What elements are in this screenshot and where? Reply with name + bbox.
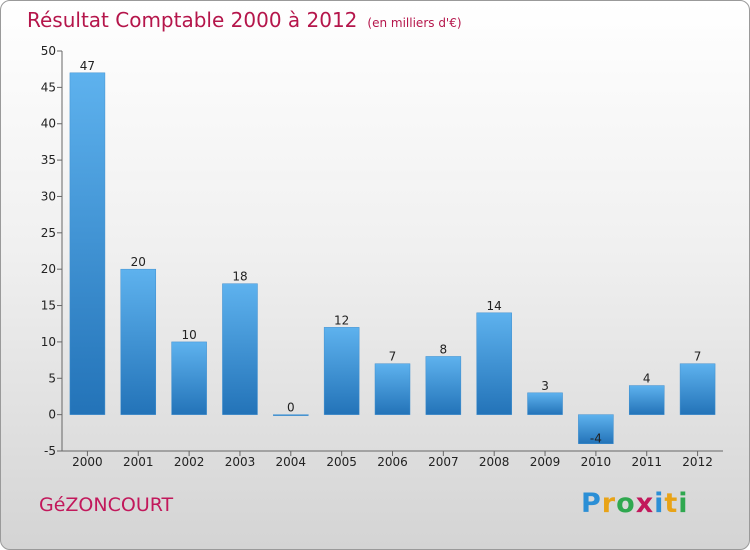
- y-tick-label: -5: [44, 444, 56, 458]
- bar-value-label: 7: [694, 350, 702, 364]
- logo-letter: r: [601, 488, 617, 519]
- bar-2001: [120, 268, 157, 415]
- y-tick-label: 45: [41, 80, 56, 94]
- logo-letter: i: [678, 488, 689, 519]
- logo-letter: x: [635, 488, 655, 519]
- x-tick-label: 2000: [72, 455, 103, 469]
- bar-2006: [374, 363, 411, 415]
- y-tick-label: 5: [48, 371, 56, 385]
- bar-2007: [425, 356, 462, 415]
- logo-letter: i: [654, 488, 665, 519]
- bar-2011: [628, 385, 665, 415]
- bar-2010: [578, 414, 614, 444]
- bar-2009: [527, 392, 563, 415]
- y-tick-label: 0: [48, 408, 56, 422]
- chart-title-text: Résultat Comptable 2000 à 2012: [27, 8, 358, 32]
- y-tick-label: 15: [41, 299, 56, 313]
- x-tick-label: 2010: [581, 455, 612, 469]
- x-tick-label: 2004: [276, 455, 307, 469]
- y-tick-label: 20: [41, 262, 56, 276]
- logo-letter: P: [581, 488, 602, 519]
- x-tick-label: 2012: [682, 455, 713, 469]
- x-tick-label: 2008: [479, 455, 510, 469]
- bar-value-label: 47: [80, 59, 95, 73]
- x-tick-label: 2009: [530, 455, 561, 469]
- y-tick-label: 35: [41, 153, 56, 167]
- bar-value-label: 20: [131, 255, 146, 269]
- bar-value-label: 3: [541, 379, 549, 393]
- bar-value-label: 12: [334, 313, 349, 327]
- bar-2012: [679, 363, 716, 415]
- bar-value-label: 10: [181, 328, 196, 342]
- bar-2005: [323, 327, 360, 415]
- y-tick-label: 30: [41, 189, 56, 203]
- y-tick-label: 25: [41, 226, 56, 240]
- bar-value-label: 4: [643, 372, 651, 386]
- bar-value-label: 18: [232, 270, 247, 284]
- bar-value-label: 7: [389, 350, 397, 364]
- x-tick-label: 2002: [174, 455, 205, 469]
- y-tick-label: 40: [41, 117, 56, 131]
- bar-2004: [273, 414, 309, 416]
- x-tick-label: 2001: [123, 455, 154, 469]
- x-tick-label: 2005: [326, 455, 357, 469]
- bar-2000: [69, 72, 106, 415]
- bar-value-label: -4: [590, 432, 602, 446]
- proxiti-logo: Proxiti: [581, 488, 689, 519]
- y-tick-label: 10: [41, 335, 56, 349]
- bar-2003: [222, 283, 258, 415]
- bar-value-label: 14: [487, 299, 502, 313]
- y-tick-label: 50: [41, 44, 56, 58]
- chart-title: Résultat Comptable 2000 à 2012 (en millie…: [27, 8, 462, 32]
- chart-unit: (en milliers d'€): [367, 16, 462, 30]
- bar-value-label: 8: [440, 342, 448, 356]
- x-tick-label: 2003: [225, 455, 256, 469]
- x-tick-label: 2011: [631, 455, 662, 469]
- x-tick-label: 2007: [428, 455, 459, 469]
- logo-letter: o: [616, 488, 636, 519]
- x-tick-label: 2006: [377, 455, 408, 469]
- bar-value-label: 0: [287, 401, 295, 415]
- commune-name: GéZONCOURT: [39, 494, 174, 516]
- bar-2008: [476, 312, 512, 415]
- logo-letter: t: [664, 488, 679, 519]
- bar-2002: [171, 341, 207, 415]
